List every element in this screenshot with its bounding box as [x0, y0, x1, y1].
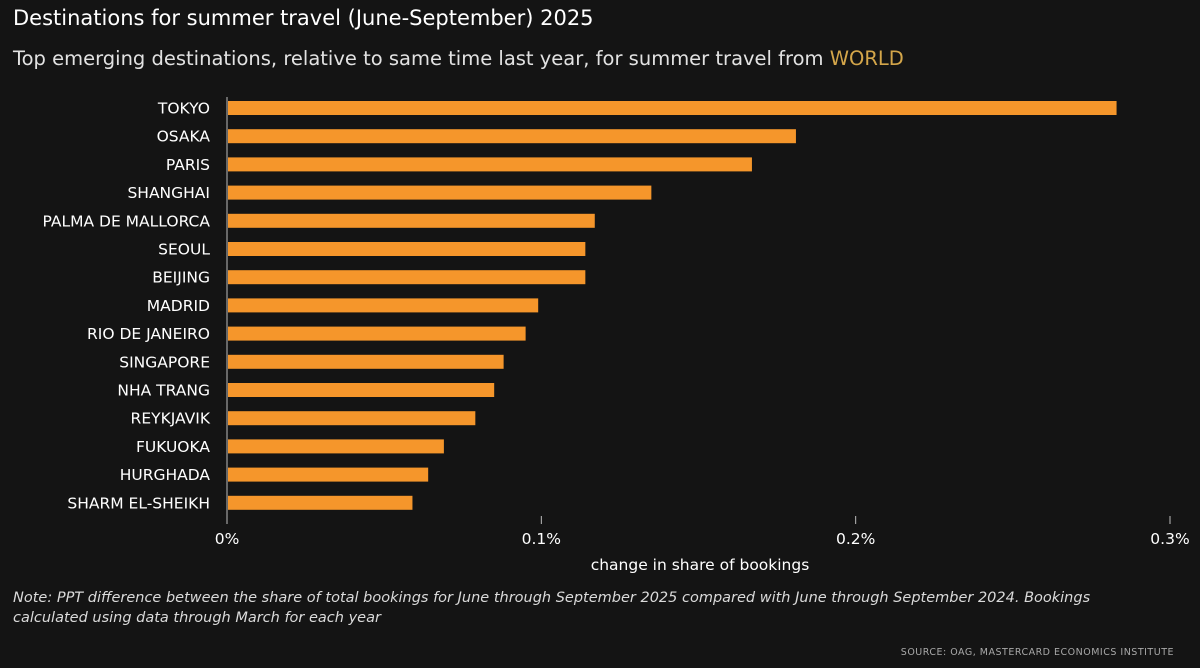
- bar: [228, 129, 796, 144]
- bar: [228, 326, 526, 341]
- category-label: SHANGHAI: [127, 184, 210, 202]
- category-label: PARIS: [166, 156, 210, 174]
- category-label: OSAKA: [157, 128, 211, 146]
- category-label: SINGAPORE: [119, 353, 210, 371]
- category-label: REYKJAVIK: [131, 410, 211, 428]
- category-label: MADRID: [147, 297, 210, 315]
- category-label: BEIJING: [152, 269, 210, 287]
- x-tick-label: 0.3%: [1150, 530, 1189, 548]
- bar: [228, 354, 504, 369]
- category-label: PALMA DE MALLORCA: [43, 212, 211, 230]
- category-label: NHA TRANG: [117, 382, 210, 400]
- category-label: TOKYO: [157, 100, 210, 118]
- bar: [228, 157, 752, 172]
- x-tick-label: 0.1%: [522, 530, 561, 548]
- bar: [228, 411, 476, 426]
- bar: [228, 439, 444, 454]
- source-credit: SOURCE: OAG, MASTERCARD ECONOMICS INSTIT…: [900, 647, 1174, 658]
- bar: [228, 185, 652, 200]
- category-label: SEOUL: [158, 241, 210, 259]
- chart-title: Destinations for summer travel (June-Sep…: [13, 6, 594, 30]
- subtitle-text: Top emerging destinations, relative to s…: [13, 47, 830, 70]
- category-label: SHARM EL-SHEIKH: [67, 494, 210, 512]
- bar: [228, 270, 586, 285]
- bar: [228, 467, 429, 482]
- bar: [228, 495, 413, 510]
- bar: [228, 383, 495, 397]
- footnote-line-2: calculated using data through March for …: [13, 610, 381, 626]
- bar: [228, 298, 539, 313]
- bar: [228, 213, 595, 228]
- x-tick-label: 0%: [215, 530, 240, 548]
- x-axis-title: change in share of bookings: [591, 556, 810, 574]
- bar: [228, 101, 1117, 115]
- bar-chart: TOKYO OSAKA PARIS SHANGHAI PALMA DE MALLORCA…: [43, 97, 1190, 574]
- bar: [228, 242, 586, 256]
- footnote-line-1: Note: PPT difference between the share o…: [13, 590, 1091, 606]
- category-label: HURGHADA: [120, 466, 211, 484]
- chart-subtitle: Top emerging destinations, relative to s…: [13, 47, 904, 70]
- x-tick-label: 0.2%: [836, 530, 875, 548]
- category-label: FUKUOKA: [136, 438, 210, 456]
- subtitle-origin-highlight: WORLD: [829, 47, 904, 70]
- category-label: RIO DE JANEIRO: [87, 325, 210, 343]
- footnote: Note: PPT difference between the share o…: [13, 588, 1185, 628]
